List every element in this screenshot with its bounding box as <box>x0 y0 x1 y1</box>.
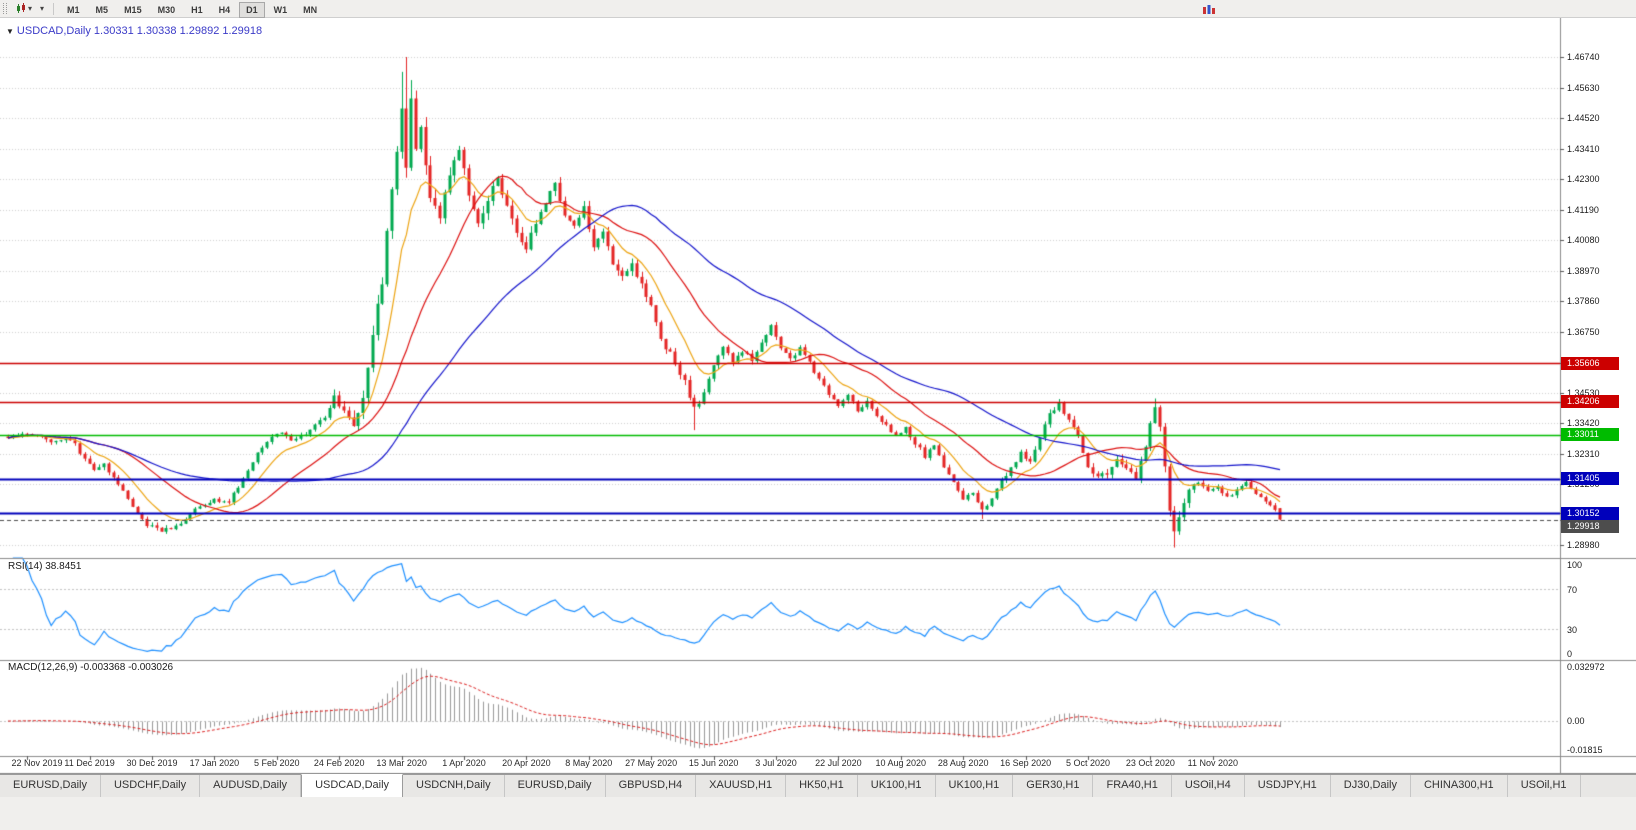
date-axis-label: 28 Aug 2020 <box>937 758 989 768</box>
price-level-badge[interactable]: 1.31405 <box>1561 472 1619 486</box>
price-axis-label: 1.36750 <box>1567 326 1600 337</box>
price-axis-label: 1.43410 <box>1567 143 1600 154</box>
rsi-axis-label: 0 <box>1567 649 1573 659</box>
chart-tab-dj30-daily[interactable]: DJ30,Daily <box>1330 775 1411 797</box>
date-axis-label: 30 Dec 2019 <box>126 758 178 768</box>
date-axis-label: 11 Nov 2020 <box>1187 758 1238 768</box>
window-menu-icon[interactable]: ▼ <box>6 27 14 36</box>
chart-title: ▼ USDCAD,Daily 1.30331 1.30338 1.29892 1.… <box>6 25 262 37</box>
rsi-axis-label: 30 <box>1567 625 1578 636</box>
date-axis-label: 20 Apr 2020 <box>502 758 551 768</box>
price-axis-label: 1.34530 <box>1567 387 1600 398</box>
price-level-badge[interactable]: 1.30152 <box>1561 506 1619 520</box>
date-axis-label: 3 Jul 2020 <box>755 758 797 768</box>
chart-type-button[interactable]: ▾ <box>13 2 35 15</box>
timeframe-button-mn[interactable]: MN <box>303 4 318 15</box>
chart-tab-audusd-daily[interactable]: AUDUSD,Daily <box>200 775 302 797</box>
date-axis-label: 22 Nov 2019 <box>11 758 63 768</box>
chart-window-icon[interactable] <box>1203 3 1215 21</box>
chart-tab-eurusd-daily[interactable]: EURUSD,Daily <box>0 775 101 797</box>
price-axis-label: 1.28980 <box>1567 540 1600 551</box>
price-axis-label: 1.44520 <box>1567 113 1600 124</box>
mini-chart-icon <box>1203 5 1215 14</box>
price-axis-label: 1.45630 <box>1567 82 1600 93</box>
zoom-dropdown-button[interactable]: ▾ <box>37 4 47 14</box>
price-level-badge[interactable]: 1.35606 <box>1561 356 1619 370</box>
toolbar-drag-handle[interactable] <box>3 3 7 14</box>
date-axis-label: 22 Jul 2020 <box>815 758 862 768</box>
chart-title-text: USDCAD,Daily 1.30331 1.30338 1.29892 1.2… <box>16 25 263 37</box>
price-axis-label: 1.33420 <box>1567 418 1600 429</box>
date-axis-label: 23 Oct 2020 <box>1125 758 1175 768</box>
chart-tab-china300-h1[interactable]: CHINA300,H1 <box>1410 775 1508 797</box>
chart-tab-usdcad-daily[interactable]: USDCAD,Daily <box>301 774 404 797</box>
macd-label: MACD(12,26,9) -0.003368 -0.003026 <box>8 662 174 673</box>
timeframe-button-w1[interactable]: W1 <box>273 4 288 15</box>
date-axis-label: 13 Mar 2020 <box>376 758 427 768</box>
macd-axis-label: 0.00 <box>1567 716 1585 727</box>
rsi-axis-label: 70 <box>1567 584 1578 595</box>
date-axis-label: 5 Oct 2020 <box>1065 758 1111 768</box>
price-level-badge[interactable]: 1.34206 <box>1561 395 1619 409</box>
status-strip <box>0 796 1636 830</box>
date-axis-label: 15 Jun 2020 <box>688 758 739 768</box>
chart-tabs-bar: EURUSD,Daily USDCHF,Daily AUDUSD,Daily USDC… <box>0 774 1636 797</box>
price-axis-label: 1.38970 <box>1567 265 1600 276</box>
timeframe-button-h4[interactable]: H4 <box>218 4 231 15</box>
timeframe-toolbar: M1 M5 M15 M30 H1 H4 D1 W1 MN <box>59 0 325 18</box>
chart-tab-usdchf-daily[interactable]: USDCHF,Daily <box>100 775 201 797</box>
date-axis-label: 1 Apr 2020 <box>442 758 486 768</box>
macd-axis-label: 0.032972 <box>1567 662 1605 672</box>
date-axis-label: 8 May 2020 <box>565 758 613 768</box>
price-axis-label: 1.41190 <box>1567 204 1599 215</box>
chevron-down-icon: ▾ <box>28 3 33 13</box>
price-axis-label: 1.46740 <box>1567 52 1600 62</box>
chart-tab-usdjpy-h1[interactable]: USDJPY,H1 <box>1244 775 1331 797</box>
date-axis-label: 10 Aug 2020 <box>875 758 927 768</box>
price-axis-label: 1.37860 <box>1567 296 1600 307</box>
date-axis-label: 16 Sep 2020 <box>1000 758 1052 768</box>
chevron-down-icon: ▾ <box>40 3 45 13</box>
price-axis-label: 1.32310 <box>1567 448 1600 459</box>
date-axis-label: 5 Feb 2020 <box>254 758 300 768</box>
chart-tab-eurusd-daily[interactable]: EURUSD,Daily <box>504 775 606 797</box>
timeframe-button-d1[interactable]: D1 <box>239 1 265 18</box>
chart-tab-usoil-h4[interactable]: USOil,H4 <box>1171 775 1245 797</box>
chart-tab-fra40-h1[interactable]: FRA40,H1 <box>1093 775 1172 797</box>
chart-tab-usdcnh-daily[interactable]: USDCNH,Daily <box>403 775 505 797</box>
chart-tab-ger30-h1[interactable]: GER30,H1 <box>1013 775 1094 797</box>
rsi-axis-label: 100 <box>1567 560 1583 570</box>
date-axis-label: 27 May 2020 <box>625 758 678 768</box>
price-axis-label: 1.40080 <box>1567 235 1600 246</box>
date-axis-label: 17 Jan 2020 <box>189 758 240 768</box>
price-axis-label: 1.42300 <box>1567 174 1600 185</box>
timeframe-button-m1[interactable]: M1 <box>67 4 80 15</box>
chart-tab-uk100-h1[interactable]: UK100,H1 <box>935 775 1014 797</box>
price-level-badge[interactable]: 1.33011 <box>1561 428 1619 441</box>
date-axis-label: 24 Feb 2020 <box>313 758 365 768</box>
chart-tab-uk100-h1[interactable]: UK100,H1 <box>857 775 936 797</box>
timeframe-button-m5[interactable]: M5 <box>95 4 109 15</box>
date-axis-label: 11 Dec 2019 <box>64 758 115 768</box>
chart-tab-gbpusd-h4[interactable]: GBPUSD,H4 <box>605 775 697 797</box>
chart-tab-hk50-h1[interactable]: HK50,H1 <box>786 775 858 797</box>
top-toolbar: ▾ ▾ M1 M5 M15 M30 H1 H4 D1 W1 MN <box>0 0 1636 18</box>
candlestick-icon <box>17 3 25 13</box>
timeframe-button-m30[interactable]: M30 <box>157 4 176 15</box>
price-level-badge[interactable]: 1.29918 <box>1561 519 1619 533</box>
rsi-label: RSI(14) 38.8451 <box>8 561 82 572</box>
timeframe-button-m15[interactable]: M15 <box>124 4 142 15</box>
chart-tab-usoil-h1[interactable]: USOil,H1 <box>1507 775 1581 797</box>
macd-axis-label: -0.01815 <box>1567 745 1603 755</box>
chart-tab-xauusd-h1[interactable]: XAUUSD,H1 <box>696 775 787 797</box>
timeframe-button-h1[interactable]: H1 <box>191 4 203 15</box>
toolbar-separator <box>53 2 55 15</box>
